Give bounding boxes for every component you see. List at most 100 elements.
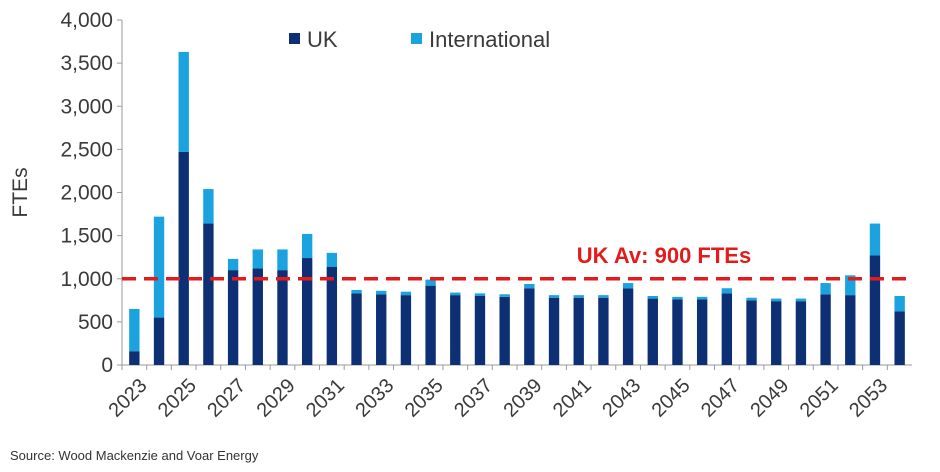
- bar-international-2024: [153, 216, 165, 318]
- legend-swatch-international: [411, 33, 422, 44]
- bar-uk-2046: [696, 299, 708, 365]
- x-tick-label: 2023: [104, 375, 151, 422]
- y-tick-label: 3,500: [60, 52, 113, 75]
- bar-international-2039: [524, 283, 535, 289]
- bar-uk-2035: [425, 285, 436, 365]
- bar-international-2045: [672, 296, 683, 300]
- bar-international-2046: [696, 296, 708, 300]
- bar-uk-2031: [326, 266, 338, 365]
- y-tick-label: 3,000: [60, 95, 113, 118]
- bar-uk-2052: [845, 295, 856, 365]
- legend-label-uk: UK: [307, 27, 338, 52]
- x-tick-label: 2053: [845, 375, 892, 422]
- bar-uk-2041: [573, 297, 584, 365]
- bar-uk-2028: [252, 268, 263, 365]
- bar-international-2042: [598, 295, 609, 298]
- legend-swatch-uk: [289, 33, 300, 44]
- bar-uk-2047: [721, 293, 733, 365]
- bar-international-2049: [771, 298, 782, 302]
- x-tick-label: 2039: [499, 375, 546, 422]
- x-tick-label: 2027: [203, 375, 250, 422]
- bar-uk-2044: [647, 298, 658, 365]
- x-tick-label: 2041: [549, 375, 596, 422]
- bar-international-2033: [376, 290, 387, 295]
- reference-line-label: UK Av: 900 FTEs: [577, 243, 751, 268]
- bar-international-2026: [203, 189, 214, 224]
- bar-international-2028: [252, 249, 263, 269]
- bar-uk-2038: [499, 296, 510, 365]
- bar-uk-2045: [672, 299, 683, 365]
- bar-uk-2037: [474, 296, 486, 365]
- x-tick-label: 2025: [154, 375, 201, 422]
- bar-international-2041: [573, 295, 584, 298]
- reference-line-group: UK Av: 900 FTEs: [122, 243, 912, 281]
- bar-uk-2040: [548, 297, 560, 365]
- x-tick-label: 2029: [253, 375, 300, 422]
- bar-international-2030: [301, 233, 313, 259]
- x-tick-label: 2037: [450, 375, 497, 422]
- y-tick-label: 1,000: [60, 268, 113, 291]
- bar-uk-2051: [820, 294, 831, 365]
- bar-uk-2023: [129, 351, 140, 365]
- bar-uk-2029: [277, 270, 288, 365]
- bar-international-2036: [450, 292, 461, 296]
- x-tick-label: 2047: [697, 375, 744, 422]
- bar-uk-2025: [178, 151, 189, 365]
- y-tick-label: 2,000: [60, 182, 113, 205]
- legend-label-international: International: [429, 27, 550, 52]
- bar-international-2043: [622, 283, 634, 289]
- bar-uk-2043: [622, 288, 634, 365]
- bar-international-2027: [227, 258, 239, 271]
- bar-uk-2049: [771, 301, 782, 365]
- bar-uk-2030: [301, 258, 313, 365]
- bar-international-2044: [647, 296, 658, 299]
- bar-international-2040: [548, 295, 560, 298]
- x-tick-label: 2031: [302, 375, 349, 422]
- bar-uk-2034: [400, 295, 412, 365]
- bars: [129, 51, 905, 365]
- bar-international-2035: [425, 279, 436, 286]
- y-axis-label: FTEs: [9, 167, 32, 217]
- bar-international-2037: [474, 293, 486, 296]
- x-tick-label: 2043: [598, 375, 645, 422]
- bar-uk-2026: [203, 223, 214, 365]
- bar-international-2031: [326, 252, 338, 267]
- bar-uk-2027: [227, 270, 239, 365]
- bar-international-2032: [351, 289, 362, 294]
- x-tick-label: 2045: [648, 375, 695, 422]
- bar-uk-2024: [153, 317, 165, 365]
- y-tick-label: 2,500: [60, 138, 113, 161]
- bar-international-2034: [400, 291, 412, 296]
- x-tick-label: 2049: [746, 375, 793, 422]
- bar-uk-2048: [746, 300, 757, 365]
- bar-uk-2039: [524, 288, 535, 365]
- bar-uk-2050: [795, 301, 807, 365]
- y-tick-label: 500: [78, 311, 113, 334]
- y-tick-label: 4,000: [60, 9, 113, 32]
- bar-international-2029: [277, 249, 288, 271]
- bar-uk-2042: [598, 297, 609, 365]
- bar-international-2048: [746, 297, 757, 301]
- legend: UK International: [289, 27, 550, 52]
- bar-uk-2033: [376, 294, 387, 365]
- bar-international-2025: [178, 51, 189, 152]
- bar-international-2052: [845, 275, 856, 296]
- bar-international-2054: [894, 296, 905, 312]
- bar-international-2051: [820, 283, 831, 295]
- bar-international-2038: [499, 294, 510, 297]
- bar-international-2050: [795, 298, 807, 302]
- bar-uk-2053: [869, 255, 881, 365]
- bar-international-2047: [721, 288, 733, 294]
- x-tick-label: 2035: [401, 375, 448, 422]
- bar-uk-2036: [450, 295, 461, 365]
- x-tick-label: 2033: [351, 375, 398, 422]
- bar-uk-2054: [894, 311, 905, 365]
- x-tick-label: 2051: [796, 375, 843, 422]
- bar-uk-2032: [351, 293, 362, 365]
- source-note: Source: Wood Mackenzie and Voar Energy: [10, 448, 259, 463]
- bar-international-2023: [129, 308, 140, 352]
- y-tick-label: 0: [101, 354, 113, 377]
- bar-international-2053: [869, 223, 881, 256]
- y-tick-label: 1,500: [60, 225, 113, 248]
